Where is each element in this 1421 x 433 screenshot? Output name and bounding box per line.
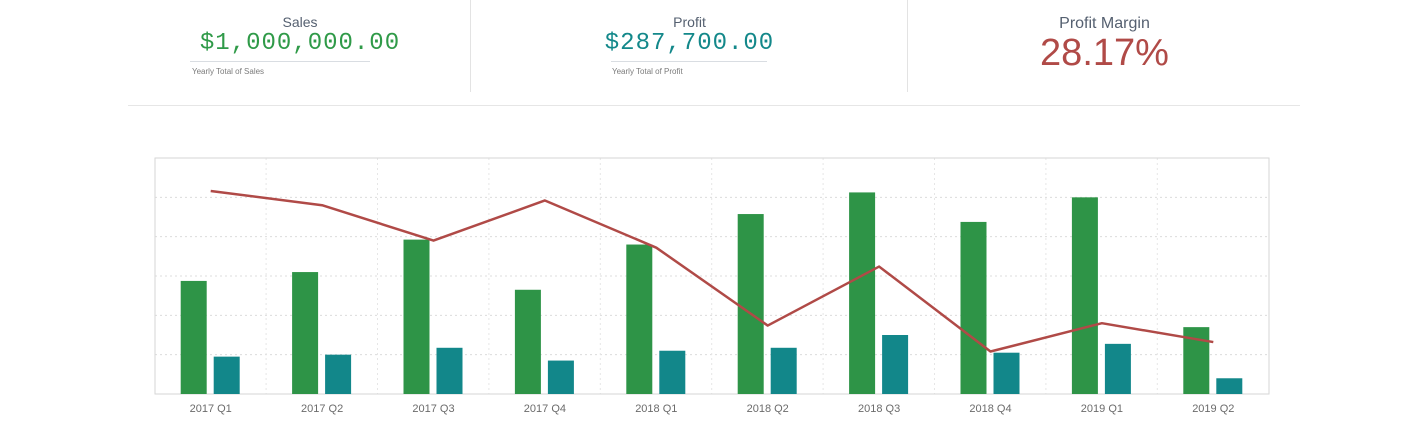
sales-profit-chart: 2017 Q1 2017 Q2 2017 Q3 2017 Q4 2018 Q1 2018 …: [154, 157, 1270, 415]
profit-kpi-subtitle: Yearly Total of Profit: [612, 67, 683, 76]
x-tick-label: 2019 Q2: [1192, 403, 1234, 415]
margin-kpi-card: Profit Margin 28.17%: [907, 0, 1301, 92]
sales-kpi-value: $1,000,000.00: [199, 30, 401, 57]
sales-bar: [1071, 197, 1098, 394]
sales-bar: [180, 280, 207, 394]
sales-bar: [292, 272, 319, 394]
plot-frame: [154, 157, 1270, 395]
x-tick-label: 2017 Q4: [524, 403, 566, 415]
profit-bar: [547, 360, 574, 394]
x-tick-label: 2018 Q2: [747, 403, 789, 415]
x-tick-label: 2018 Q3: [858, 403, 900, 415]
profit-bar: [659, 350, 686, 394]
x-tick-label: 2017 Q2: [301, 403, 343, 415]
sales-bar: [403, 239, 430, 394]
sales-bar: [849, 192, 876, 394]
x-tick-label: 2017 Q1: [190, 403, 232, 415]
profit-bar: [1104, 343, 1131, 394]
profit-bar: [993, 352, 1020, 394]
x-tick-label: 2017 Q3: [412, 403, 454, 415]
sales-kpi-title: Sales: [282, 14, 318, 30]
sales-bar: [514, 289, 541, 394]
margin-kpi-value: 28.17%: [1040, 32, 1169, 74]
profit-bar: [1216, 378, 1243, 394]
sales-kpi-rule: [190, 61, 370, 62]
x-tick-label: 2018 Q4: [969, 403, 1011, 415]
kpi-row: Sales $1,000,000.00 Yearly Total of Sale…: [130, 0, 1300, 92]
profit-bar: [770, 347, 797, 394]
profit-kpi-value: $287,700.00: [604, 30, 775, 57]
x-tick-label: 2018 Q1: [635, 403, 677, 415]
profit-bar: [325, 354, 352, 394]
profit-kpi-rule: [611, 61, 767, 62]
profit-kpi-title: Profit: [673, 14, 706, 30]
sales-bar: [626, 244, 653, 394]
profit-margin-line: [210, 189, 1214, 353]
section-divider: [128, 105, 1300, 106]
profit-bar: [213, 356, 240, 394]
profit-bar: [436, 347, 463, 394]
sales-kpi-card: Sales $1,000,000.00 Yearly Total of Sale…: [130, 0, 470, 92]
profit-bar: [882, 335, 909, 394]
margin-kpi-title: Profit Margin: [1059, 15, 1150, 32]
x-tick-label: 2019 Q1: [1081, 403, 1123, 415]
profit-kpi-card: Profit $287,700.00 Yearly Total of Profi…: [470, 0, 908, 92]
sales-kpi-subtitle: Yearly Total of Sales: [192, 67, 265, 76]
sales-bar: [737, 214, 764, 394]
sales-bar: [960, 221, 987, 394]
